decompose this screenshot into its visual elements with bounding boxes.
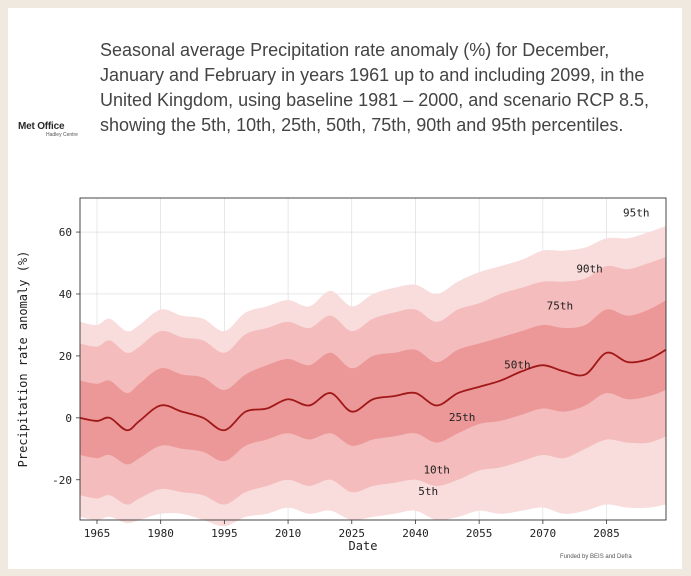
met-office-logo: Met Office Hadley Centre bbox=[18, 121, 96, 138]
axes-frame bbox=[79, 197, 667, 521]
y-tick-label: 0 bbox=[65, 412, 72, 425]
x-tick-label: 2055 bbox=[466, 527, 493, 540]
x-tick-label: 2040 bbox=[402, 527, 429, 540]
x-tick-label: 1995 bbox=[211, 527, 238, 540]
y-tick-label: -20 bbox=[52, 474, 72, 487]
band-25th-75th bbox=[80, 300, 666, 465]
annotation-50th: 50th bbox=[504, 358, 531, 371]
logo-main-text: Met Office bbox=[18, 121, 65, 132]
y-tick-label: 60 bbox=[59, 226, 72, 239]
plot-frame bbox=[79, 197, 667, 521]
x-tick-label: 2025 bbox=[339, 527, 366, 540]
x-tick-label: 2010 bbox=[275, 527, 302, 540]
x-tick-label: 2070 bbox=[530, 527, 557, 540]
annotation-90th: 90th bbox=[576, 262, 603, 275]
x-axis-label: Date bbox=[349, 539, 378, 553]
tick-labels: 1965 1980 1995 2010 2025 2040 2055 2070 2085-200… bbox=[52, 226, 620, 540]
annotation-25th: 25th bbox=[449, 411, 476, 424]
x-tick-label: 2085 bbox=[593, 527, 620, 540]
y-tick-label: 40 bbox=[59, 288, 72, 301]
percentile-bands bbox=[80, 225, 666, 527]
y-tick-label: 20 bbox=[59, 350, 72, 363]
x-tick-label: 1980 bbox=[147, 527, 174, 540]
x-tick-label: 1965 bbox=[84, 527, 111, 540]
annotation-75th: 75th bbox=[547, 299, 574, 312]
annotation-10th: 10th bbox=[423, 464, 450, 477]
median-line bbox=[79, 348, 667, 432]
y-axis-label: Precipitation rate anomaly (%) bbox=[16, 251, 30, 468]
annotation-5th: 5th bbox=[418, 485, 438, 498]
funded-by-note: Funded by BEIS and Defra bbox=[560, 554, 632, 560]
annotation-95th: 95th bbox=[623, 207, 650, 220]
logo-sub-text: Hadley Centre bbox=[46, 132, 78, 138]
chart-description: Seasonal average Precipitation rate anom… bbox=[100, 40, 650, 135]
percentile-annotations: 95th 90th 75th 50th 25th 10th 5th bbox=[418, 207, 649, 499]
median-line-layer bbox=[79, 348, 667, 432]
